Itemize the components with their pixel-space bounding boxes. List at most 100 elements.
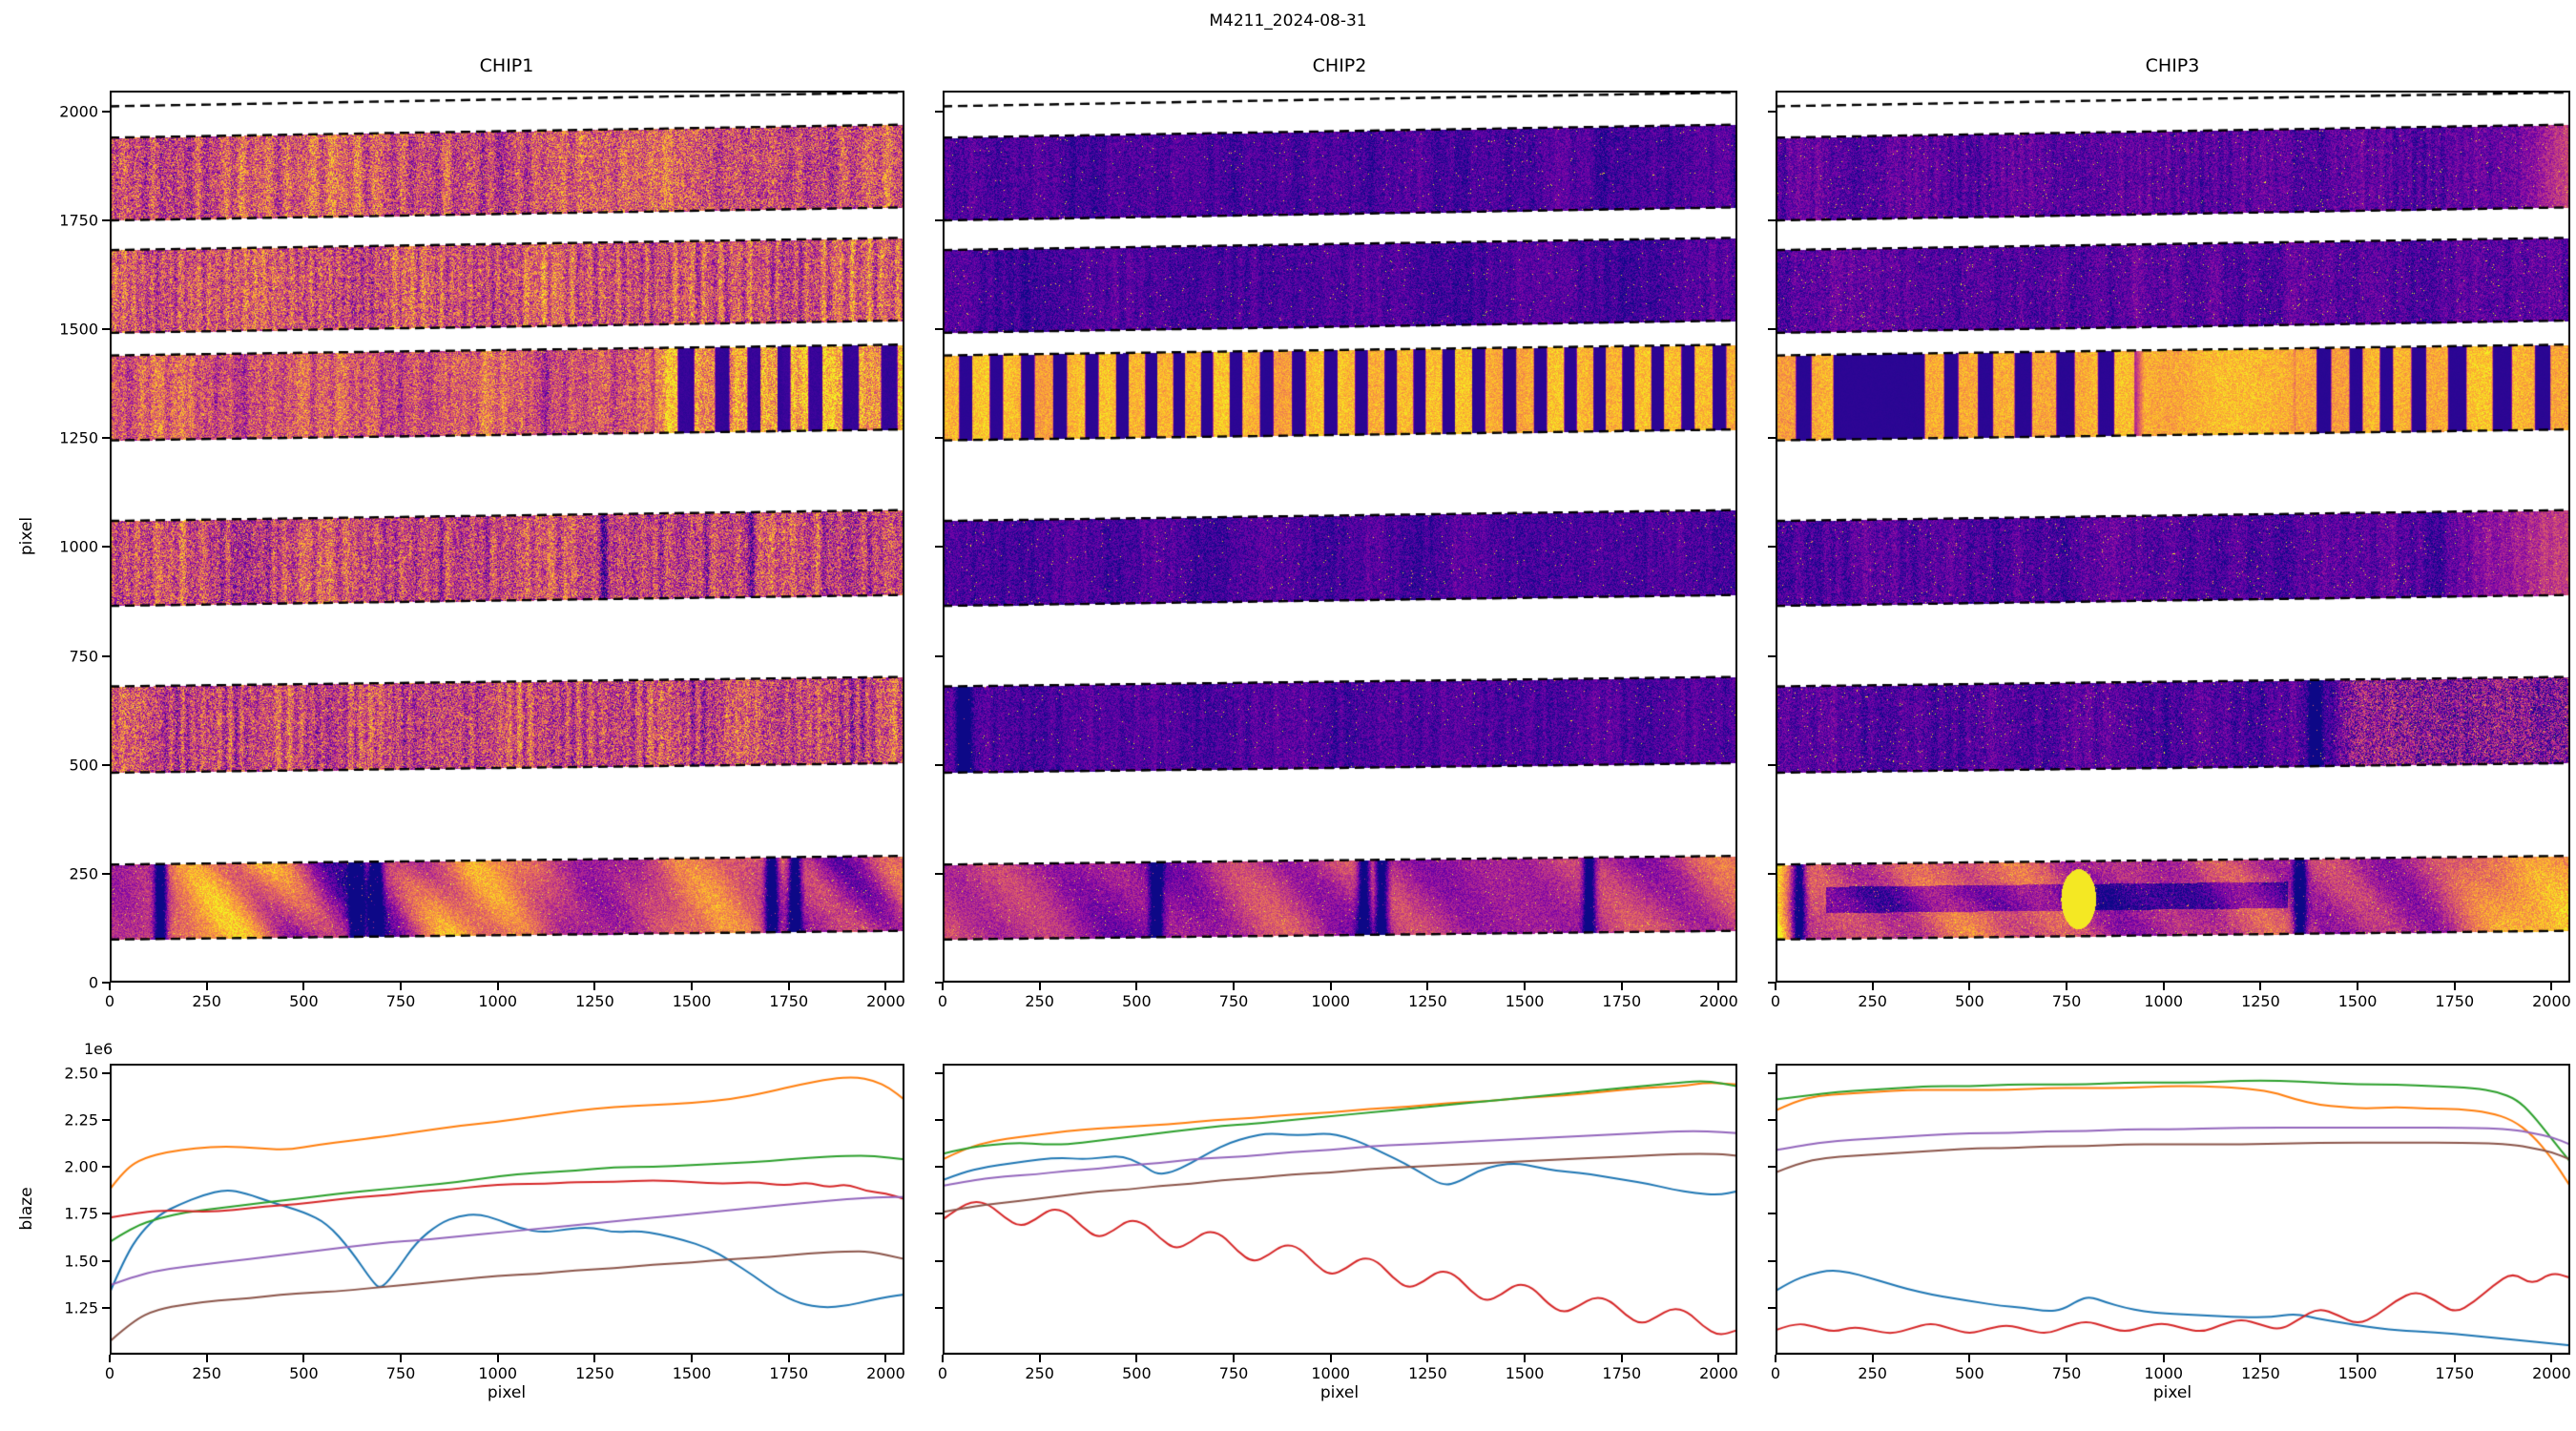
x-tick-mark	[1968, 1355, 1971, 1362]
x-tick-mark	[1426, 983, 1429, 990]
y-tick-mark	[1768, 219, 1776, 222]
x-tick-mark	[1329, 983, 1332, 990]
x-tick-mark	[1135, 1355, 1138, 1362]
x-tick-label: 1000	[478, 1364, 518, 1382]
x-tick-label: 250	[1025, 992, 1054, 1010]
x-tick-label: 250	[1858, 992, 1887, 1010]
x-tick-mark	[302, 983, 305, 990]
x-tick-mark	[942, 1355, 944, 1362]
x-tick-label: 1750	[2435, 992, 2475, 1010]
x-tick-mark	[1871, 983, 1874, 990]
y-tick-label: 2.00	[64, 1157, 98, 1176]
x-tick-label: 750	[2051, 1364, 2082, 1382]
x-tick-mark	[496, 1355, 499, 1362]
y-tick-label: 1.75	[64, 1204, 98, 1223]
chip2-title: CHIP2	[1312, 55, 1367, 76]
x-tick-label: 1250	[1408, 992, 1447, 1010]
x-tick-mark	[691, 983, 694, 990]
x-tick-mark	[787, 983, 790, 990]
y-tick-mark	[935, 328, 943, 331]
x-tick-label: 2000	[2532, 1364, 2571, 1382]
y-tick-mark	[1768, 437, 1776, 440]
chip3-title: CHIP3	[2145, 55, 2200, 76]
y-tick-mark	[102, 1213, 110, 1215]
chip3-blaze-line-plot	[1776, 1064, 2570, 1355]
x-tick-label: 500	[1955, 1364, 1984, 1382]
y-tick-label: 2.25	[64, 1110, 98, 1130]
y-tick-mark	[102, 1071, 110, 1074]
x-tick-label: 250	[1025, 1364, 1054, 1382]
x-tick-label: 1500	[2337, 992, 2378, 1010]
y-tick-mark	[935, 219, 943, 222]
x-tick-label: 2000	[866, 992, 905, 1010]
y-tick-label: 2.50	[64, 1064, 98, 1083]
y-tick-mark	[935, 1071, 943, 1074]
y-tick-mark	[935, 982, 943, 984]
x-tick-label: 1250	[2241, 992, 2280, 1010]
y-tick-label: 1750	[59, 211, 98, 230]
x-tick-label: 750	[1218, 992, 1249, 1010]
x-tick-label: 1750	[1602, 992, 1642, 1010]
x-tick-label: 2000	[1699, 1364, 1738, 1382]
y-tick-mark	[1768, 1166, 1776, 1169]
y-tick-mark	[935, 1119, 943, 1122]
x-tick-mark	[205, 1355, 208, 1362]
x-tick-mark	[109, 1355, 111, 1362]
x-tick-mark	[1620, 983, 1623, 990]
x-tick-mark	[2066, 1355, 2068, 1362]
x-tick-mark	[496, 983, 499, 990]
x-tick-mark	[400, 1355, 403, 1362]
x-tick-mark	[884, 983, 887, 990]
x-tick-mark	[1717, 983, 1720, 990]
y-tick-mark	[935, 872, 943, 875]
x-tick-label: 1750	[769, 1364, 809, 1382]
y-tick-mark	[935, 110, 943, 113]
x-tick-mark	[2162, 983, 2165, 990]
chip1-orders-image-plot	[110, 91, 904, 983]
chip3-orders-image-plot	[1776, 91, 2570, 983]
x-tick-label: 1500	[672, 992, 712, 1010]
x-tick-label: 1250	[2241, 1364, 2280, 1382]
y-tick-mark	[1768, 1213, 1776, 1215]
y-tick-mark	[1768, 110, 1776, 113]
blaze-axis-offset-text: 1e6	[84, 1040, 114, 1058]
y-tick-mark	[102, 328, 110, 331]
y-tick-label: 1500	[59, 320, 98, 339]
x-tick-mark	[205, 983, 208, 990]
x-tick-mark	[1426, 1355, 1429, 1362]
x-tick-mark	[2453, 1355, 2456, 1362]
x-tick-label: 250	[1858, 1364, 1887, 1382]
y-tick-mark	[935, 1259, 943, 1262]
y-tick-mark	[102, 1166, 110, 1169]
x-tick-mark	[1038, 983, 1041, 990]
y-tick-mark	[1768, 872, 1776, 875]
x-tick-mark	[942, 983, 944, 990]
x-tick-mark	[1968, 983, 1971, 990]
chip3-blaze-x-axis-label: pixel	[2152, 1383, 2192, 1402]
x-tick-label: 1500	[1505, 1364, 1545, 1382]
y-tick-label: 250	[69, 864, 98, 883]
x-tick-mark	[1871, 1355, 1874, 1362]
chip2-blaze-line-plot	[943, 1064, 1737, 1355]
x-tick-label: 500	[289, 1364, 319, 1382]
x-tick-label: 1750	[1602, 1364, 1642, 1382]
x-tick-label: 1000	[478, 992, 518, 1010]
x-tick-label: 1000	[1311, 1364, 1351, 1382]
y-tick-label: 1.50	[64, 1252, 98, 1271]
x-tick-label: 750	[2051, 992, 2082, 1010]
x-tick-mark	[2550, 1355, 2553, 1362]
x-tick-label: 0	[104, 992, 115, 1010]
y-tick-mark	[935, 1306, 943, 1309]
y-tick-mark	[102, 437, 110, 440]
x-tick-label: 2000	[1699, 992, 1738, 1010]
x-tick-label: 1500	[672, 1364, 712, 1382]
chip2-orders-image-plot	[943, 91, 1737, 983]
x-tick-label: 1250	[1408, 1364, 1447, 1382]
x-tick-label: 2000	[866, 1364, 905, 1382]
x-tick-mark	[691, 1355, 694, 1362]
x-tick-mark	[2357, 983, 2359, 990]
y-tick-label: 2000	[59, 102, 98, 121]
x-tick-label: 0	[104, 1364, 115, 1382]
y-tick-mark	[1768, 982, 1776, 984]
